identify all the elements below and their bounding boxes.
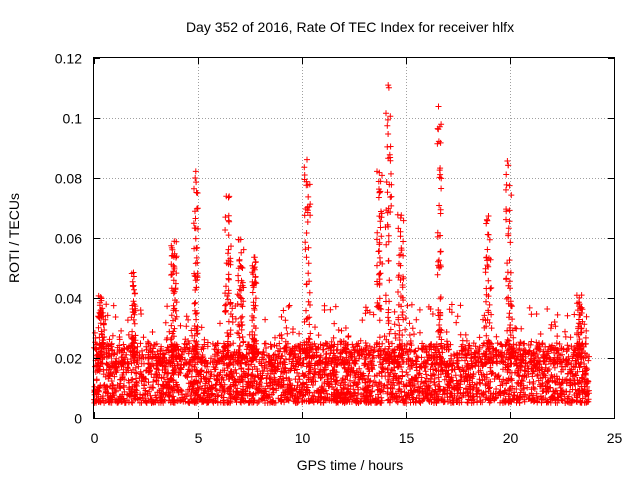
x-tick-label: 5 (195, 430, 203, 446)
chart-title: Day 352 of 2016, Rate Of TEC Index for r… (186, 19, 514, 35)
x-tick-label: 10 (295, 430, 311, 446)
y-tick-label: 0 (74, 411, 82, 427)
y-axis-label: ROTI / TECUs (6, 193, 22, 283)
scatter-points-roti (91, 82, 592, 406)
y-tick-label: 0.06 (55, 231, 82, 247)
x-tick-label: 20 (503, 430, 519, 446)
x-axis-label: GPS time / hours (297, 457, 404, 473)
x-tick-label: 0 (91, 430, 99, 446)
plot-frame (93, 57, 615, 419)
y-tick-label: 0.04 (55, 291, 82, 307)
x-tick-label: 15 (399, 430, 415, 446)
scatter-series-roti (91, 82, 592, 406)
y-tick-label: 0.1 (63, 111, 83, 127)
x-tick-label: 25 (607, 430, 623, 446)
y-tick-label: 0.08 (55, 171, 82, 187)
axes: 0 5 10 15 20 25 0 0.02 0.04 0.06 0.08 0.1 0.12 (55, 51, 623, 447)
y-tick-label: 0.12 (55, 51, 82, 67)
y-tick-label: 0.02 (55, 351, 82, 367)
